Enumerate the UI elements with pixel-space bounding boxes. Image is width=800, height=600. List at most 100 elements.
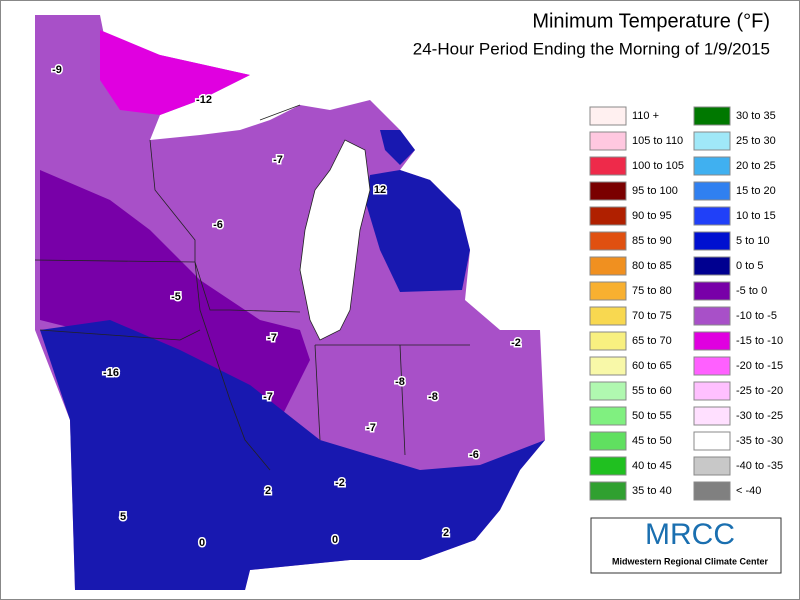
logo-name: MRCC bbox=[645, 518, 735, 551]
map-label: 2 bbox=[265, 485, 271, 497]
legend-label: 60 to 65 bbox=[632, 360, 672, 372]
legend-label: -25 to -20 bbox=[736, 385, 783, 397]
legend-label: 40 to 45 bbox=[632, 460, 672, 472]
legend-label: 65 to 70 bbox=[632, 335, 672, 347]
legend-swatch bbox=[589, 356, 627, 376]
legend-label: 35 to 40 bbox=[632, 485, 672, 497]
map-label: -9 bbox=[52, 64, 62, 76]
legend-label: 85 to 90 bbox=[632, 235, 672, 247]
legend-swatch bbox=[693, 431, 731, 451]
legend-label: -40 to -35 bbox=[736, 460, 783, 472]
legend-swatch bbox=[693, 381, 731, 401]
map-label: -7 bbox=[263, 391, 273, 403]
legend-swatch bbox=[589, 281, 627, 301]
legend-swatch bbox=[693, 256, 731, 276]
legend-label: -15 to -10 bbox=[736, 335, 783, 347]
lake-superior bbox=[210, 70, 370, 128]
map-label: 2 bbox=[443, 527, 449, 539]
region-magenta bbox=[100, 30, 250, 115]
legend-label: -5 to 0 bbox=[736, 285, 767, 297]
lake-michigan bbox=[299, 139, 371, 341]
legend-label: 50 to 55 bbox=[632, 410, 672, 422]
legend-label: 80 to 85 bbox=[632, 260, 672, 272]
legend-swatch bbox=[693, 131, 731, 151]
map-label: -7 bbox=[273, 154, 283, 166]
legend-label: 75 to 80 bbox=[632, 285, 672, 297]
map-label: -2 bbox=[511, 337, 521, 349]
legend-label: 25 to 30 bbox=[736, 135, 776, 147]
map-label: 0 bbox=[332, 534, 338, 546]
legend-label: 95 to 100 bbox=[632, 185, 678, 197]
legend-swatch bbox=[589, 231, 627, 251]
region-dark-purple bbox=[40, 170, 310, 420]
region-navy-mi bbox=[365, 170, 470, 292]
map-label: -8 bbox=[395, 376, 405, 388]
map-label: -6 bbox=[469, 449, 479, 461]
legend-swatch bbox=[589, 156, 627, 176]
legend-label: 90 to 95 bbox=[632, 210, 672, 222]
map-label: -5 bbox=[171, 291, 181, 303]
legend-label: 70 to 75 bbox=[632, 310, 672, 322]
legend-swatch bbox=[693, 481, 731, 501]
legend-label: 20 to 25 bbox=[736, 160, 776, 172]
legend-label: 0 to 5 bbox=[736, 260, 764, 272]
logo: MRCC Midwestern Regional Climate Center bbox=[590, 517, 782, 574]
legend-label: -35 to -30 bbox=[736, 435, 783, 447]
legend-label: -30 to -25 bbox=[736, 410, 783, 422]
region-blue bbox=[40, 320, 545, 590]
legend-swatch bbox=[693, 206, 731, 226]
legend-swatch bbox=[589, 381, 627, 401]
legend-swatch bbox=[589, 131, 627, 151]
map-label: -7 bbox=[267, 332, 277, 344]
map bbox=[34, 15, 545, 590]
map-label: 12 bbox=[374, 184, 386, 196]
legend-swatch bbox=[693, 281, 731, 301]
logo-box bbox=[590, 517, 782, 574]
legend-swatch bbox=[693, 181, 731, 201]
legend-label: 110 + bbox=[632, 110, 659, 122]
legend-label: 5 to 10 bbox=[736, 235, 770, 247]
legend-swatch bbox=[589, 331, 627, 351]
map-label: 5 bbox=[120, 511, 126, 523]
legend-swatch bbox=[589, 256, 627, 276]
map-label: -8 bbox=[428, 391, 438, 403]
legend-label: 55 to 60 bbox=[632, 385, 672, 397]
subtitle: 24-Hour Period Ending the Morning of 1/9… bbox=[413, 39, 770, 58]
map-label: -7 bbox=[366, 422, 376, 434]
legend-swatch bbox=[693, 356, 731, 376]
legend-swatch bbox=[589, 106, 627, 126]
legend-label: -10 to -5 bbox=[736, 310, 777, 322]
legend-label: 45 to 50 bbox=[632, 435, 672, 447]
legend-label: 15 to 20 bbox=[736, 185, 776, 197]
title: Minimum Temperature (°F) bbox=[532, 10, 770, 32]
legend-swatch bbox=[693, 331, 731, 351]
state-borders bbox=[34, 104, 470, 471]
legend-label: < -40 bbox=[736, 485, 761, 497]
legend-swatch bbox=[693, 456, 731, 476]
legend-swatch bbox=[693, 156, 731, 176]
map-label: -6 bbox=[213, 219, 223, 231]
legend-swatch bbox=[589, 181, 627, 201]
legend-swatch bbox=[589, 456, 627, 476]
legend-swatch bbox=[693, 231, 731, 251]
legend-label: 30 to 35 bbox=[736, 110, 776, 122]
legend-swatch bbox=[589, 431, 627, 451]
map-label: -2 bbox=[335, 477, 345, 489]
map-label: 0 bbox=[199, 537, 205, 549]
legend-label: 10 to 15 bbox=[736, 210, 776, 222]
legend-label: -20 to -15 bbox=[736, 360, 783, 372]
logo-caption: Midwestern Regional Climate Center bbox=[612, 556, 769, 566]
map-label: -16 bbox=[103, 367, 119, 379]
region-navy-up bbox=[380, 130, 415, 165]
legend-swatch bbox=[693, 406, 731, 426]
legend-swatch bbox=[693, 106, 731, 126]
legend-swatch bbox=[693, 306, 731, 326]
legend-swatch bbox=[589, 306, 627, 326]
map-label: -12 bbox=[196, 94, 212, 106]
legend-swatch bbox=[589, 206, 627, 226]
legend-label: 100 to 105 bbox=[632, 160, 684, 172]
legend-swatch bbox=[589, 481, 627, 501]
legend-swatch bbox=[589, 406, 627, 426]
legend-label: 105 to 110 bbox=[632, 135, 683, 147]
